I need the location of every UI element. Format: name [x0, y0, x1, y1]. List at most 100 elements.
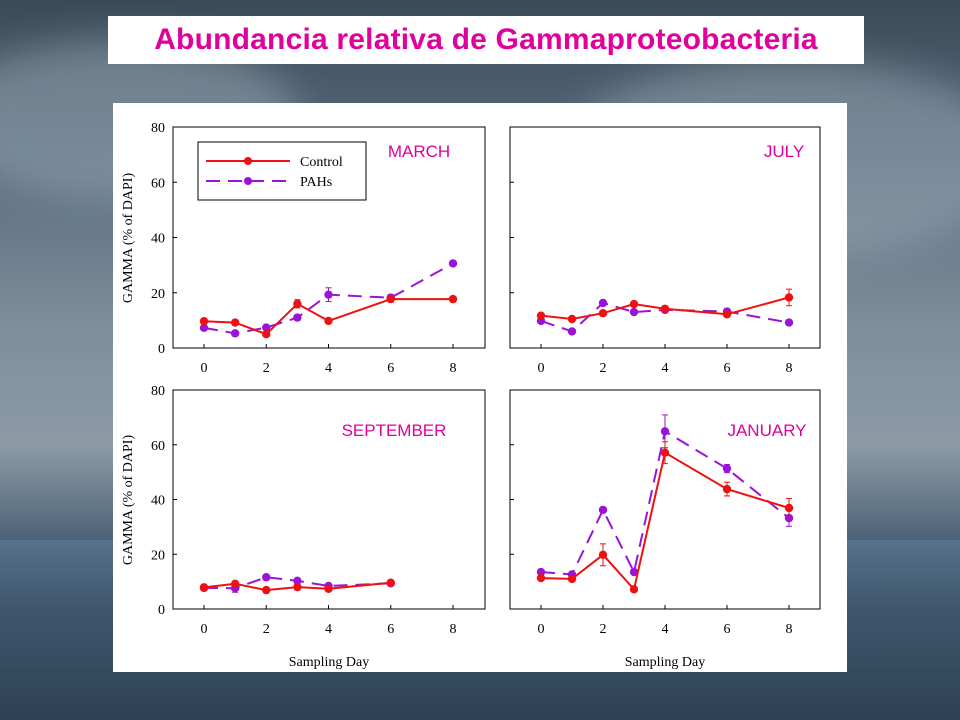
data-point-pahs [230, 329, 240, 338]
x-axis-label: Sampling Day [289, 655, 370, 670]
panel-september: 0 20 40 60 80 0 2 4 6 8 [151, 384, 486, 637]
data-point-control [199, 317, 209, 326]
panel-january: 0 2 4 6 8 [509, 389, 821, 637]
data-point-pahs [660, 427, 670, 436]
x-tick-label: 6 [724, 622, 731, 637]
data-point-pahs [262, 573, 271, 582]
data-point-control [293, 299, 302, 308]
page-title: Abundancia relativa de Gammaproteobacter… [154, 23, 818, 56]
data-point-pahs [629, 307, 639, 317]
panel-july: 0 2 4 6 8 [509, 126, 821, 376]
x-axis-label: Sampling Day [625, 655, 706, 670]
data-point-pahs [293, 576, 302, 586]
data-point-control [230, 318, 240, 327]
y-axis-label: GAMMA (% of DAPI) [121, 435, 136, 566]
series-line-control [203, 298, 453, 336]
data-point-control [784, 293, 794, 302]
y-tick-label: 20 [151, 548, 165, 563]
y-tick-label: 0 [158, 603, 165, 618]
legend-box [197, 141, 367, 201]
data-point-pahs [448, 259, 458, 268]
data-point-pahs [629, 567, 639, 577]
data-point-control [784, 503, 794, 513]
y-tick-label: 60 [151, 439, 165, 454]
data-point-control [536, 311, 546, 320]
x-tick-label: 8 [450, 361, 457, 376]
data-point-control [567, 574, 577, 584]
legend: Control PAHs [197, 141, 367, 201]
data-point-pahs [722, 464, 732, 473]
data-point-control [199, 583, 209, 592]
x-tick-label: 8 [786, 361, 793, 376]
series-line-control [203, 581, 391, 592]
y-axis-label: GAMMA (% of DAPI) [121, 173, 136, 304]
data-point-control [386, 578, 395, 587]
data-point-control [262, 329, 271, 339]
data-point-pahs [784, 318, 794, 327]
y-tick-label: 20 [151, 287, 165, 302]
panel-label-september: SEPTEMBER [342, 421, 447, 440]
y-tick-label: 80 [151, 121, 165, 136]
data-point-control [448, 294, 458, 304]
y-tick-label: 40 [151, 232, 165, 247]
x-tick-label: 4 [662, 622, 669, 637]
panel-label-july: JULY [764, 142, 804, 161]
x-tick-label: 0 [201, 622, 208, 637]
x-tick-label: 4 [325, 622, 332, 637]
data-point-control [536, 573, 546, 583]
data-point-pahs [598, 505, 608, 515]
data-point-control [230, 579, 240, 589]
x-tick-label: 8 [450, 622, 457, 637]
x-tick-label: 2 [263, 622, 270, 637]
title-banner: Abundancia relativa de Gammaproteobacter… [108, 16, 864, 64]
series-line-control [540, 451, 790, 592]
x-tick-label: 8 [786, 622, 793, 637]
x-tick-label: 0 [538, 361, 545, 376]
y-tick-label: 0 [158, 342, 165, 357]
data-point-pahs [598, 298, 608, 308]
data-point-control [629, 299, 639, 309]
data-point-control [598, 308, 608, 318]
data-point-control [629, 585, 639, 594]
x-tick-label: 0 [201, 361, 208, 376]
x-tick-label: 2 [600, 361, 607, 376]
legend-control-label: Control [300, 155, 343, 170]
panel-label-january: JANUARY [727, 421, 806, 440]
panel-march: 0 20 40 60 80 0 2 4 6 8 [151, 121, 486, 376]
legend-pahs-label: PAHs [300, 175, 332, 190]
data-point-control [722, 310, 732, 319]
data-point-control [293, 582, 302, 592]
data-point-control [386, 294, 395, 304]
x-tick-label: 4 [325, 361, 332, 376]
data-point-pahs [536, 567, 546, 577]
data-point-control [598, 550, 608, 559]
legend-pahs-marker [244, 177, 252, 185]
data-point-pahs [567, 327, 577, 336]
x-tick-label: 6 [387, 361, 394, 376]
data-point-control [722, 484, 732, 494]
x-tick-label: 2 [600, 622, 607, 637]
y-tick-label: 80 [151, 384, 165, 399]
data-point-pahs [324, 290, 333, 299]
x-tick-label: 4 [662, 361, 669, 376]
data-point-control [324, 316, 333, 326]
data-point-control [660, 304, 670, 313]
data-point-control [262, 585, 271, 595]
panel-label-march: MARCH [388, 142, 450, 161]
data-point-pahs [199, 323, 209, 333]
data-point-control [324, 584, 333, 593]
x-tick-label: 0 [538, 622, 545, 637]
data-point-pahs [262, 323, 271, 332]
x-tick-label: 6 [724, 361, 731, 376]
x-tick-label: 6 [387, 622, 394, 637]
y-tick-label: 60 [151, 176, 165, 191]
series-line-pahs [203, 576, 391, 590]
data-point-pahs [784, 513, 794, 523]
data-point-control [567, 314, 577, 324]
legend-control-marker [244, 157, 252, 165]
y-tick-label: 40 [151, 494, 165, 509]
data-point-control [660, 448, 670, 457]
x-tick-label: 2 [263, 361, 270, 376]
data-point-pahs [293, 313, 302, 322]
